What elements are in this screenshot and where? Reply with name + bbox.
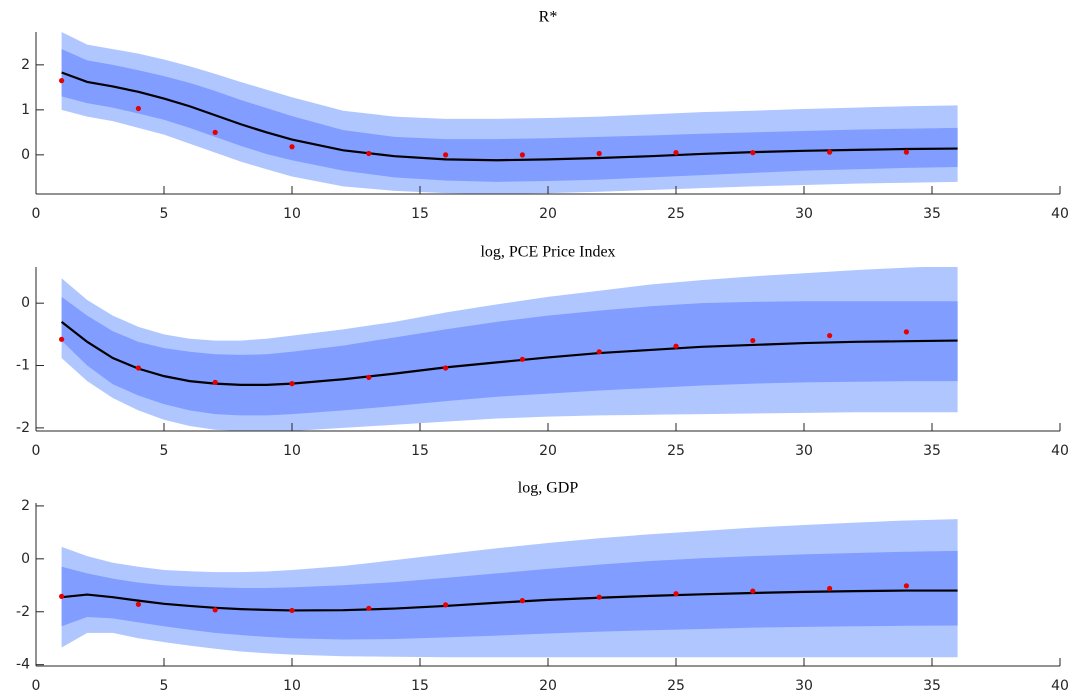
x-tick-label: 5: [160, 678, 169, 694]
data-point: [596, 594, 602, 600]
x-tick-label: 5: [160, 206, 169, 222]
data-point: [519, 598, 526, 604]
data-point: [443, 365, 449, 371]
y-tick-label: 0: [21, 551, 30, 567]
data-point: [59, 78, 65, 84]
x-tick-label: 25: [667, 443, 685, 459]
x-tick-label: 25: [667, 678, 685, 694]
x-tick-label: 0: [32, 206, 41, 222]
data-point: [366, 150, 372, 157]
x-tick-label: 5: [160, 443, 169, 459]
data-point: [289, 607, 295, 614]
x-tick-label: 0: [32, 443, 41, 459]
subplot: 0 5 10 15 20 25 30 35 40 0 1 2 R*: [21, 9, 1069, 222]
x-tick-label: 30: [795, 443, 813, 459]
x-tick-label: 40: [1051, 443, 1069, 459]
data-point: [673, 591, 679, 597]
x-tick-label: 40: [1051, 678, 1069, 694]
data-point: [289, 144, 295, 150]
band: [61, 296, 958, 416]
data-point: [519, 356, 526, 362]
data-point: [366, 605, 372, 611]
line: [60, 321, 958, 386]
x-tick-label: 15: [411, 443, 429, 459]
data-point: [750, 337, 756, 344]
data-point: [673, 343, 679, 349]
data-point: [135, 365, 141, 371]
x-tick-label: 30: [795, 206, 813, 222]
x-tick-label: 15: [411, 206, 429, 222]
y-tick-label: -4: [16, 657, 30, 673]
y-tick-label: -1: [16, 358, 30, 374]
panel-title: log, GDP: [518, 480, 579, 497]
data-point: [212, 607, 218, 613]
subplot: 0 5 10 15 20 25 30 35 40 -4 -2 0 2 log, GDP: [16, 480, 1069, 694]
x-tick-label: 0: [32, 678, 41, 694]
data-point: [366, 374, 372, 380]
y-tick-label: 2: [21, 498, 30, 514]
panel-title: R*: [539, 9, 558, 26]
band: [61, 49, 958, 182]
plot-area: [61, 519, 958, 658]
data-point: [673, 150, 679, 156]
data-point: [903, 149, 910, 155]
data-point: [212, 379, 218, 385]
line: [61, 71, 958, 162]
x-tick-label: 20: [539, 678, 557, 694]
y-tick-label: -2: [16, 420, 30, 436]
y-tick-label: 0: [21, 295, 30, 311]
x-tick-label: 15: [411, 678, 429, 694]
line: [61, 589, 958, 612]
data-point: [443, 602, 449, 608]
y-tick-label: -2: [16, 604, 30, 620]
data-point: [59, 593, 65, 600]
data-point: [750, 150, 756, 156]
y-tick-label: 0: [21, 147, 30, 163]
data-point: [212, 129, 218, 135]
plot-area: [60, 267, 958, 431]
x-tick-label: 10: [283, 678, 301, 694]
data-point: [827, 332, 833, 339]
data-point: [443, 152, 449, 158]
x-tick-label: 30: [795, 678, 813, 694]
x-tick-label: 40: [1051, 206, 1069, 222]
x-tick-label: 20: [539, 206, 557, 222]
x-tick-label: 35: [923, 206, 941, 222]
data-point: [903, 329, 910, 335]
data-point: [289, 381, 295, 387]
data-point: [135, 601, 141, 607]
data-point: [827, 585, 833, 592]
data-point: [596, 150, 602, 157]
data-point: [135, 105, 141, 112]
data-point: [827, 149, 833, 155]
x-tick-label: 20: [539, 443, 557, 459]
band: [61, 550, 958, 640]
x-tick-label: 35: [923, 443, 941, 459]
data-point: [519, 152, 526, 158]
subplot: 0 5 10 15 20 25 30 35 40 -2 -1 0 log, PCE Price Inde…: [16, 244, 1069, 459]
data-point: [903, 583, 910, 589]
data-point: [596, 349, 602, 355]
x-tick-label: 25: [667, 206, 685, 222]
y-tick-label: 1: [21, 102, 30, 118]
x-tick-label: 10: [283, 443, 301, 459]
plot-area: [61, 32, 958, 194]
data-point: [59, 336, 65, 342]
x-tick-label: 35: [923, 678, 941, 694]
panel-title: log, PCE Price Index: [480, 244, 615, 261]
data-point: [750, 588, 756, 594]
y-tick-label: 2: [21, 57, 30, 73]
x-tick-label: 10: [283, 206, 301, 222]
